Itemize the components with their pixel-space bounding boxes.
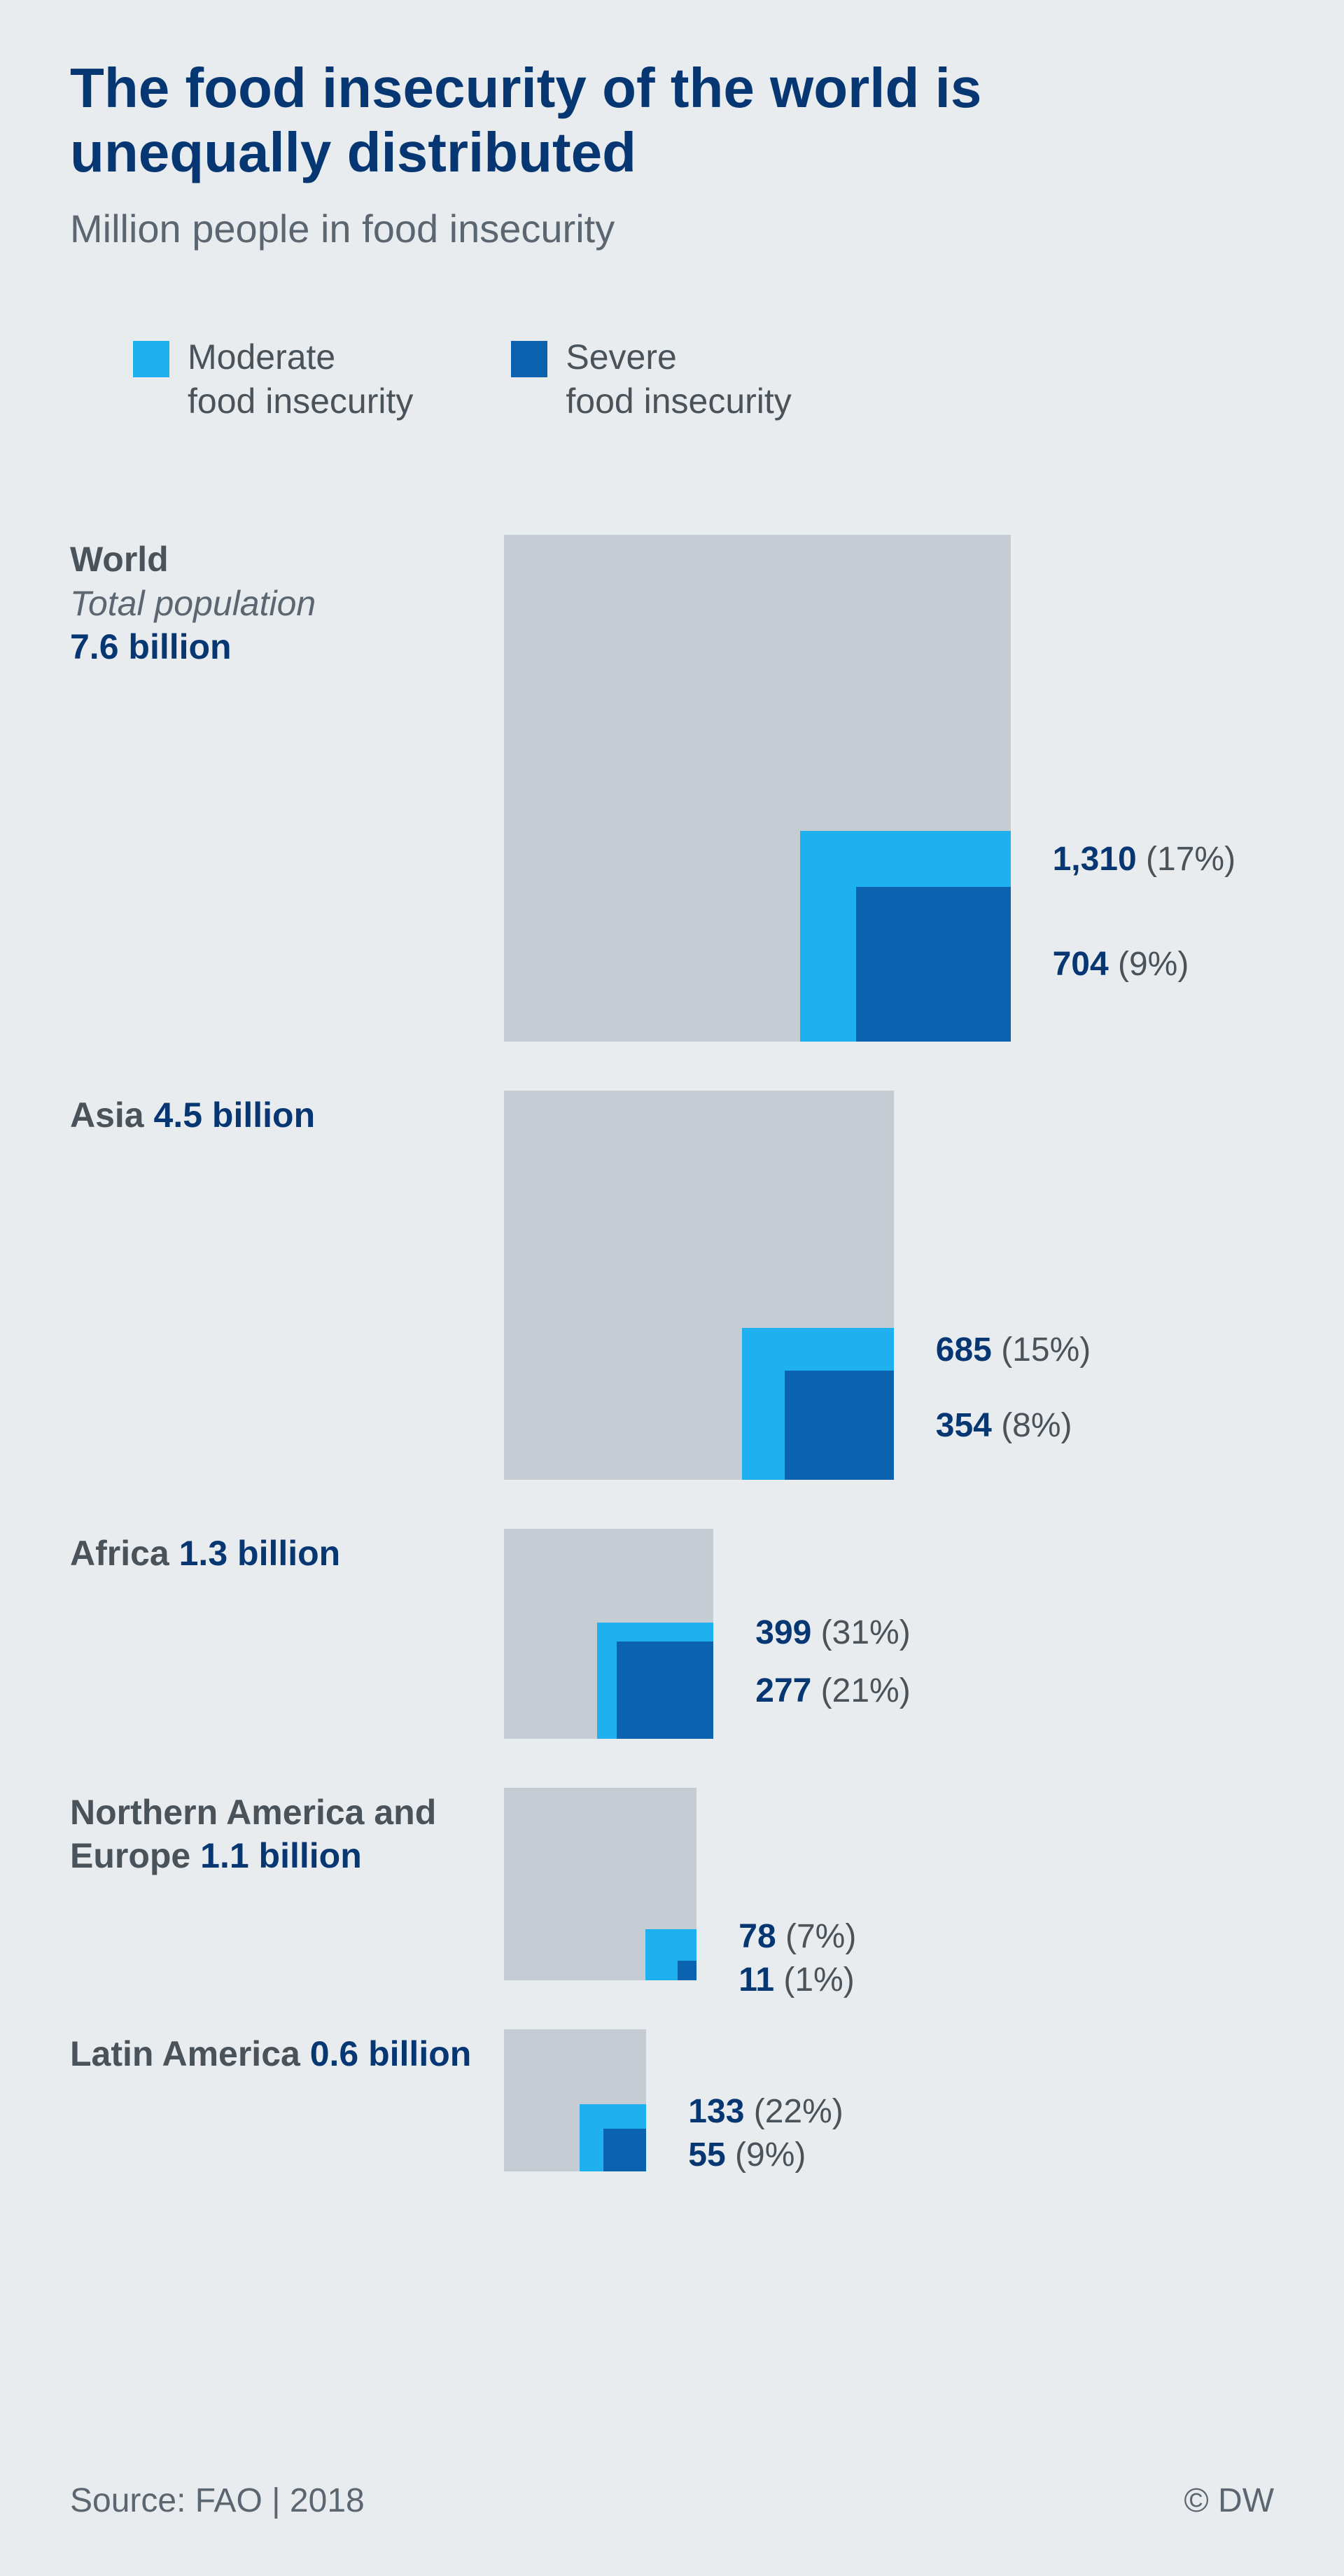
region-label: Asia 4.5 billion	[70, 1091, 504, 1480]
region-row: Latin America 0.6 billion 133 (22%) 55 (9%…	[70, 2029, 1274, 2171]
source-text: Source: FAO | 2018	[70, 2482, 365, 2520]
value-moderate: 78 (7%)	[738, 1917, 856, 1956]
square-severe	[603, 2129, 647, 2172]
region-label: Northern America and Europe 1.1 billion	[70, 1788, 504, 1980]
square-severe	[678, 1961, 697, 1980]
value-moderate: 399 (31%)	[755, 1614, 910, 1652]
value-moderate: 1,310 (17%)	[1053, 840, 1236, 878]
value-severe: 704 (9%)	[1053, 945, 1189, 983]
square-severe	[617, 1642, 713, 1738]
legend-item-moderate: Moderatefood insecurity	[133, 335, 413, 423]
region-row: WorldTotal population7.6 billion1,310 (1…	[70, 535, 1274, 1042]
region-row: Africa 1.3 billion 399 (31%) 277 (21%)	[70, 1529, 1274, 1738]
value-moderate: 685 (15%)	[936, 1331, 1091, 1369]
value-moderate: 133 (22%)	[688, 2092, 843, 2131]
legend: Moderatefood insecurity Severefood insec…	[133, 335, 1274, 423]
credit-text: © DW	[1184, 2482, 1274, 2520]
region-label: WorldTotal population7.6 billion	[70, 535, 504, 1042]
region-chart: 1,310 (17%) 704 (9%)	[504, 535, 1274, 1042]
legend-swatch-severe	[511, 341, 547, 377]
square-severe	[785, 1371, 894, 1480]
region-chart: 399 (31%) 277 (21%)	[504, 1529, 1274, 1738]
chart-title: The food insecurity of the world is uneq…	[70, 56, 1155, 185]
square-severe	[856, 887, 1010, 1041]
legend-swatch-moderate	[133, 341, 169, 377]
legend-label-moderate: Moderatefood insecurity	[188, 335, 413, 423]
region-row: Asia 4.5 billion 685 (15%) 354 (8%)	[70, 1091, 1274, 1480]
footer: Source: FAO | 2018 © DW	[70, 2482, 1274, 2520]
chart-rows: WorldTotal population7.6 billion1,310 (1…	[70, 535, 1274, 2171]
region-chart: 133 (22%) 55 (9%)	[504, 2029, 1274, 2171]
legend-item-severe: Severefood insecurity	[511, 335, 791, 423]
value-severe: 11 (1%)	[738, 1961, 854, 1999]
region-chart: 685 (15%) 354 (8%)	[504, 1091, 1274, 1480]
value-severe: 354 (8%)	[936, 1406, 1072, 1445]
region-chart: 78 (7%)11 (1%)	[504, 1788, 1274, 1980]
chart-subtitle: Million people in food insecurity	[70, 206, 1274, 251]
region-row: Northern America and Europe 1.1 billion7…	[70, 1788, 1274, 1980]
region-label: Africa 1.3 billion	[70, 1529, 504, 1738]
region-label: Latin America 0.6 billion	[70, 2029, 504, 2171]
legend-label-severe: Severefood insecurity	[566, 335, 791, 423]
value-severe: 277 (21%)	[755, 1672, 910, 1710]
infographic-canvas: The food insecurity of the world is uneq…	[0, 0, 1344, 2576]
value-severe: 55 (9%)	[688, 2136, 806, 2174]
